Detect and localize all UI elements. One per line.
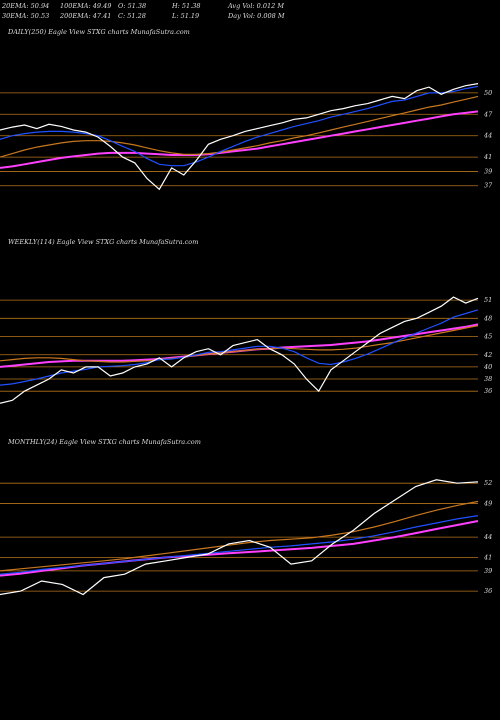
panel-title: MONTHLY(24) Eagle View STXG charts Munaf… [7, 438, 201, 446]
y-tick-label: 36 [484, 587, 492, 595]
header-stat: 100EMA: 49.49 [60, 2, 111, 10]
series-line [0, 83, 479, 191]
series-line [0, 110, 479, 169]
header-stat: 20EMA: 50.94 [1, 2, 49, 10]
header-stat: C: 51.28 [118, 12, 146, 20]
series-line [0, 325, 479, 363]
y-tick-label: 38 [484, 375, 492, 383]
panel-title: DAILY(250) Eagle View STXG charts Munafa… [7, 28, 190, 36]
header-stat: Avg Vol: 0.012 M [227, 2, 284, 10]
y-tick-label: 41 [483, 153, 492, 161]
series-line [0, 85, 479, 167]
y-tick-label: 40 [483, 363, 492, 371]
y-tick-label: 49 [483, 499, 492, 507]
series-line [0, 296, 479, 404]
y-tick-label: 51 [484, 296, 492, 304]
y-tick-label: 37 [484, 182, 493, 190]
header-stat: H: 51.38 [171, 2, 201, 10]
y-tick-label: 42 [483, 351, 492, 359]
y-tick-label: 44 [483, 533, 492, 541]
series-line [0, 479, 479, 596]
series-line [0, 95, 479, 158]
y-tick-label: 39 [484, 167, 492, 175]
series-line [0, 515, 479, 575]
y-tick-label: 48 [483, 314, 492, 322]
y-tick-label: 45 [483, 333, 492, 341]
header-stat: Day Vol: 0.008 M [227, 12, 285, 20]
header-stat: 200EMA: 47.41 [59, 12, 111, 20]
series-line [0, 500, 479, 572]
panel-title: WEEKLY(114) Eagle View STXG charts Munaf… [8, 238, 198, 246]
y-tick-label: 41 [483, 553, 492, 561]
header-stat: O: 51.38 [118, 2, 146, 10]
y-tick-label: 39 [484, 567, 492, 575]
y-tick-label: 44 [483, 132, 492, 140]
header-stat: 30EMA: 50.53 [2, 12, 49, 20]
y-tick-label: 36 [484, 387, 492, 395]
header-stat: L: 51.19 [171, 12, 199, 20]
y-tick-label: 50 [484, 89, 492, 97]
y-tick-label: 52 [484, 479, 492, 487]
y-tick-label: 47 [483, 110, 493, 118]
